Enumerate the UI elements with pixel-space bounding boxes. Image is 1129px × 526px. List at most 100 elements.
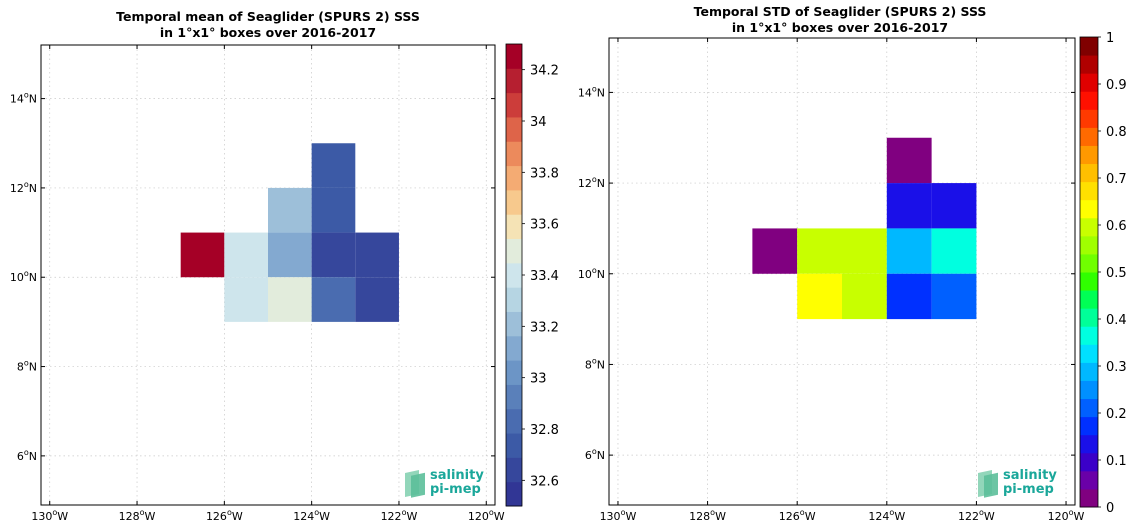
logo-text-pimep: pi-mep xyxy=(1003,482,1054,497)
y-tick-label: 8oN xyxy=(585,356,605,371)
mean-colorbar: 32.6 32.8 33 33.2 33.4 33.6 33.8 34 34.2 xyxy=(505,43,559,507)
heatmap-cell xyxy=(931,273,977,320)
mean-sss-panel: Temporal mean of Seaglider (SPURS 2) SSS… xyxy=(10,9,559,523)
colorbar-tick-label: 32.6 xyxy=(530,474,559,489)
colorbar-segment xyxy=(1080,362,1098,381)
y-tick-label: 12oN xyxy=(10,180,37,195)
x-tick-label: 126oW xyxy=(206,508,243,523)
logo-text-salinity: salinity xyxy=(1003,468,1057,483)
colorbar-segment xyxy=(1080,326,1098,345)
y-tick-label: 6oN xyxy=(17,448,37,463)
colorbar-segment xyxy=(1080,91,1098,110)
colorbar-segment xyxy=(1080,55,1098,74)
std-colorbar: 0 0.1 0.2 0.3 0.4 0.5 0.6 0.7 0.8 0.9 1 xyxy=(1079,31,1127,516)
colorbar-segment xyxy=(1080,109,1098,128)
x-tick-label: 130oW xyxy=(31,508,68,523)
heatmap-cell xyxy=(931,183,977,229)
colorbar-tick-label: 34 xyxy=(530,115,547,130)
colorbar-segment xyxy=(1080,308,1098,327)
y-tick-label: 12oN xyxy=(578,175,605,190)
colorbar-segment xyxy=(506,238,522,264)
x-tick-label: 128oW xyxy=(119,508,156,523)
y-tick-label: 14oN xyxy=(578,84,605,99)
colorbar-tick-label: 0.5 xyxy=(1106,266,1127,281)
colorbar-segment xyxy=(506,287,522,312)
colorbar-tick-label: 0.7 xyxy=(1106,172,1127,187)
std-map-grid xyxy=(609,38,1075,505)
y-tick-label: 10oN xyxy=(10,269,37,284)
x-tick-label: 130oW xyxy=(600,508,637,523)
heatmap-cell xyxy=(886,273,932,320)
colorbar-tick-label: 33.2 xyxy=(530,320,559,335)
colorbar-segment xyxy=(1080,452,1098,472)
logo-text-salinity: salinity xyxy=(430,468,484,483)
colorbar-segment xyxy=(506,165,522,191)
heatmap-cell xyxy=(180,232,225,278)
colorbar-segment xyxy=(506,68,522,94)
colorbar-tick-label: 1 xyxy=(1106,31,1114,46)
y-tick-label: 14oN xyxy=(10,91,37,106)
heatmap-cell xyxy=(931,228,977,274)
y-tick-label: 6oN xyxy=(585,447,605,462)
salinity-pi-mep-logo: salinity pi-mep xyxy=(405,468,484,498)
mean-map-grid xyxy=(41,45,495,505)
colorbar-segment xyxy=(506,481,522,507)
colorbar-segment xyxy=(506,384,522,410)
colorbar-segment xyxy=(1080,217,1098,237)
std-sss-panel: Temporal STD of Seaglider (SPURS 2) SSS … xyxy=(578,4,1127,523)
heatmap-cell xyxy=(752,228,798,274)
x-tick-label: 122oW xyxy=(958,508,995,523)
heatmap-cell xyxy=(886,228,932,274)
heatmap-cell xyxy=(224,277,268,322)
colorbar-segment xyxy=(1080,253,1098,273)
colorbar-tick-label: 32.8 xyxy=(530,423,559,438)
mean-x-axis: 130oW 128oW 126oW 124oW 122oW 120oW xyxy=(31,45,505,523)
std-chart-title-line2: in 1°x1° boxes over 2016-2017 xyxy=(732,20,948,35)
logo-text-pimep: pi-mep xyxy=(430,482,481,497)
colorbar-tick-label: 0.2 xyxy=(1106,407,1127,422)
mean-map-cells xyxy=(180,143,399,322)
std-y-axis: 6oN 8oN 10oN 12oN 14oN xyxy=(578,84,1075,462)
x-tick-label: 120oW xyxy=(468,508,505,523)
colorbar-segment xyxy=(506,262,522,288)
mean-map-frame xyxy=(40,44,496,506)
colorbar-segment xyxy=(1080,488,1098,508)
colorbar-tick-label: 0.1 xyxy=(1106,454,1127,469)
x-tick-label: 124oW xyxy=(293,508,330,523)
colorbar-segment xyxy=(506,141,522,167)
colorbar-segment xyxy=(506,214,522,240)
colorbar-segment xyxy=(506,335,522,361)
heatmap-cell xyxy=(886,183,932,229)
colorbar-segment xyxy=(506,116,522,142)
colorbar-segment xyxy=(506,92,522,118)
colorbar-segment xyxy=(1080,73,1098,92)
heatmap-cell xyxy=(842,273,887,320)
mean-chart-title-line2: in 1°x1° boxes over 2016-2017 xyxy=(160,25,376,40)
colorbar-segment xyxy=(506,408,522,434)
colorbar-tick-label: 33 xyxy=(530,372,547,387)
colorbar-segment xyxy=(1080,470,1098,490)
heatmap-cell xyxy=(224,232,268,278)
std-map-cells xyxy=(752,137,977,320)
colorbar-segment xyxy=(1080,290,1098,309)
colorbar-segment xyxy=(1080,398,1098,418)
colorbar-segment xyxy=(1080,145,1098,165)
heatmap-cell xyxy=(268,187,312,233)
heatmap-cell xyxy=(797,273,842,320)
colorbar-segment xyxy=(1080,199,1098,219)
colorbar-segment xyxy=(1080,434,1098,454)
colorbar-tick-label: 33.6 xyxy=(530,218,559,233)
colorbar-tick-label: 0.8 xyxy=(1106,125,1127,140)
colorbar-tick-label: 0.3 xyxy=(1106,360,1127,375)
x-tick-label: 124oW xyxy=(868,508,905,523)
logo-panel-front xyxy=(411,472,425,498)
colorbar-segment xyxy=(506,360,522,385)
mean-chart-title-line1: Temporal mean of Seaglider (SPURS 2) SSS xyxy=(116,9,420,24)
colorbar-segment xyxy=(506,311,522,337)
colorbar-segment xyxy=(1080,416,1098,436)
heatmap-cell xyxy=(311,143,356,188)
colorbar-tick-label: 0 xyxy=(1106,501,1114,516)
colorbar-segment xyxy=(506,457,522,483)
colorbar-segment xyxy=(1080,380,1098,400)
x-tick-label: 122oW xyxy=(381,508,418,523)
